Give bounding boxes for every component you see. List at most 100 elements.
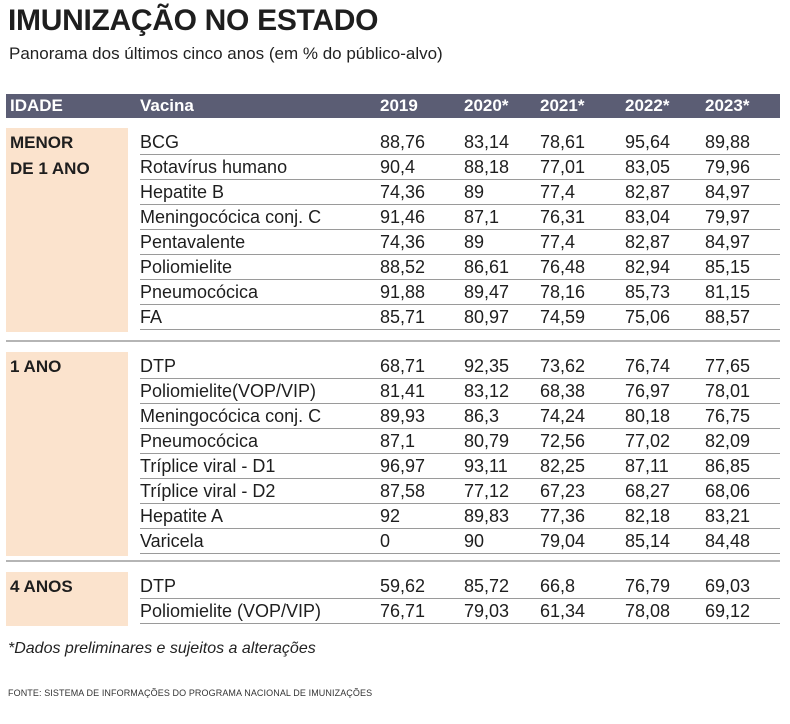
- source-note: FONTE: SISTEMA DE INFORMAÇÕES DO PROGRAM…: [8, 688, 373, 698]
- table-row: Poliomielite 88,52 86,61 76,48 82,94 85,15: [0, 255, 790, 280]
- value-cell: 77,65: [705, 356, 751, 376]
- value-cell: 61,34: [540, 601, 586, 621]
- row-divider: [140, 428, 780, 429]
- age-group-label: 1 ANO: [10, 357, 62, 376]
- value-cell: 78,01: [705, 381, 751, 401]
- value-cell: 89,88: [705, 132, 751, 152]
- value-cell: 73,62: [540, 356, 586, 376]
- value-cell: 80,97: [464, 307, 510, 327]
- table-row: Pneumocócica 91,88 89,47 78,16 85,73 81,15: [0, 280, 790, 305]
- value-cell: 86,85: [705, 456, 751, 476]
- row-divider: [140, 553, 780, 554]
- value-cell: 89,47: [464, 282, 510, 302]
- table-row: DTP 59,62 85,72 66,8 76,79 69,03: [0, 574, 790, 599]
- value-cell: 68,38: [540, 381, 586, 401]
- value-cell: 89: [464, 232, 485, 252]
- chart-title: IMUNIZAÇÃO NO ESTADO: [8, 4, 379, 37]
- value-cell: 88,76: [380, 132, 426, 152]
- header-2022: 2022*: [625, 96, 670, 115]
- value-cell: 74,36: [380, 232, 426, 252]
- row-divider: [140, 528, 780, 529]
- table-row: Varicela 0 90 79,04 85,14 84,48: [0, 529, 790, 554]
- value-cell: 88,52: [380, 257, 426, 277]
- value-cell: 87,1: [464, 207, 500, 227]
- age-group-label: MENOR: [10, 133, 74, 152]
- value-cell: 76,71: [380, 601, 426, 621]
- value-cell: 80,79: [464, 431, 510, 451]
- value-cell: 82,94: [625, 257, 671, 277]
- value-cell: 77,02: [625, 431, 671, 451]
- value-cell: 89,83: [464, 506, 510, 526]
- row-divider: [140, 503, 780, 504]
- value-cell: 84,97: [705, 182, 751, 202]
- value-cell: 0: [380, 531, 391, 551]
- age-group-label: 4 ANOS: [10, 577, 73, 596]
- table-row: Rotavírus humano 90,4 88,18 77,01 83,05 79,96: [0, 155, 790, 180]
- table-row: Pneumocócica 87,1 80,79 72,56 77,02 82,09: [0, 429, 790, 454]
- value-cell: 87,11: [625, 456, 669, 476]
- table-row: Tríplice viral - D1 96,97 93,11 82,25 87,11 8…: [0, 454, 790, 479]
- age-group-label: DE 1 ANO: [10, 159, 90, 178]
- value-cell: 85,72: [464, 576, 510, 596]
- value-cell: 76,75: [705, 406, 751, 426]
- vaccine-name: Meningocócica conj. C: [140, 207, 322, 227]
- value-cell: 82,87: [625, 182, 671, 202]
- vaccine-name: Hepatite A: [140, 506, 224, 526]
- value-cell: 83,05: [625, 157, 671, 177]
- value-cell: 91,46: [380, 207, 426, 227]
- value-cell: 78,61: [540, 132, 586, 152]
- table-row: Hepatite B 74,36 89 77,4 82,87 84,97: [0, 180, 790, 205]
- vaccine-name: Pneumocócica: [140, 282, 259, 302]
- value-cell: 75,06: [625, 307, 671, 327]
- vaccine-name: Poliomielite(VOP/VIP): [140, 381, 317, 401]
- vaccine-name: DTP: [140, 356, 176, 376]
- row-divider: [140, 598, 780, 599]
- header-2020: 2020*: [464, 96, 509, 115]
- table-header: IDADE Vacina 2019 2020* 2021* 2022* 2023…: [6, 94, 780, 118]
- value-cell: 76,48: [540, 257, 586, 277]
- row-divider: [140, 279, 780, 280]
- value-cell: 69,03: [705, 576, 751, 596]
- section-separator: [6, 340, 780, 342]
- value-cell: 95,64: [625, 132, 671, 152]
- value-cell: 79,96: [705, 157, 751, 177]
- vaccine-name: DTP: [140, 576, 176, 596]
- vaccine-name: Tríplice viral - D2: [140, 481, 276, 501]
- row-divider: [140, 403, 780, 404]
- age-group-box: [6, 352, 128, 556]
- vaccine-name: Poliomielite (VOP/VIP): [140, 601, 322, 621]
- value-cell: 83,21: [705, 506, 751, 526]
- value-cell: 79,97: [705, 207, 751, 227]
- table-row: Poliomielite(VOP/VIP) 81,41 83,12 68,38 76,9…: [0, 379, 790, 404]
- value-cell: 77,12: [464, 481, 510, 501]
- value-cell: 78,16: [540, 282, 586, 302]
- value-cell: 68,71: [380, 356, 426, 376]
- value-cell: 81,15: [705, 282, 751, 302]
- value-cell: 80,18: [625, 406, 671, 426]
- value-cell: 77,4: [540, 232, 576, 252]
- value-cell: 77,01: [540, 157, 586, 177]
- table-row: FA 85,71 80,97 74,59 75,06 88,57: [0, 305, 790, 330]
- table-row: Tríplice viral - D2 87,58 77,12 67,23 68,27 6…: [0, 479, 790, 504]
- value-cell: 93,11: [464, 456, 508, 476]
- value-cell: 92: [380, 506, 401, 526]
- header-2021: 2021*: [540, 96, 585, 115]
- table-row: Meningocócica conj. C 91,46 87,1 76,31 83,04…: [0, 205, 790, 230]
- row-divider: [140, 453, 780, 454]
- table-row: Pentavalente 74,36 89 77,4 82,87 84,97: [0, 230, 790, 255]
- vaccine-name: Meningocócica conj. C: [140, 406, 322, 426]
- value-cell: 66,8: [540, 576, 576, 596]
- vaccine-name: Varicela: [140, 531, 204, 551]
- header-2019: 2019: [380, 96, 418, 115]
- value-cell: 83,14: [464, 132, 510, 152]
- row-divider: [140, 623, 780, 624]
- value-cell: 84,97: [705, 232, 751, 252]
- row-divider: [140, 254, 780, 255]
- row-divider: [140, 154, 780, 155]
- value-cell: 74,59: [540, 307, 586, 327]
- value-cell: 79,03: [464, 601, 510, 621]
- value-cell: 79,04: [540, 531, 586, 551]
- header-idade: IDADE: [10, 96, 63, 115]
- value-cell: 86,61: [464, 257, 510, 277]
- value-cell: 87,1: [380, 431, 416, 451]
